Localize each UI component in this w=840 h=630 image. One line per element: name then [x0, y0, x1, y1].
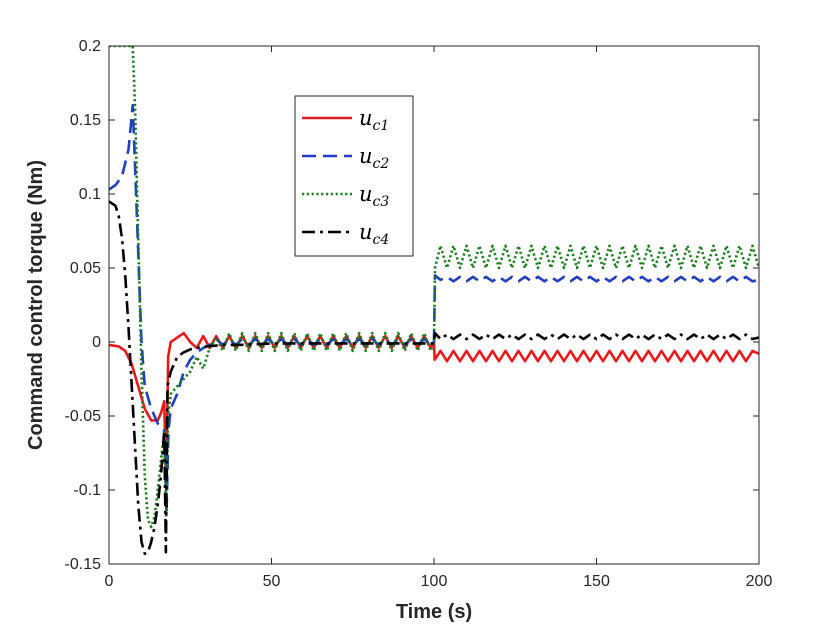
- y-axis: -0.15 -0.1 -0.05 0 0.05 0.1 0.15 0.2: [65, 38, 759, 573]
- series-layer: [109, 46, 759, 555]
- series-line-u-c4: [109, 200, 759, 555]
- y-tick-label: 0: [92, 334, 101, 351]
- x-tick-label: 200: [746, 573, 773, 590]
- y-tick-label: -0.05: [65, 408, 102, 425]
- y-axis-label: Command control torque (Nm): [25, 160, 47, 450]
- y-tick-label: -0.1: [73, 482, 101, 499]
- series-line-u-c2: [109, 103, 759, 514]
- x-axis: 0 50 100 150 200: [105, 46, 773, 590]
- y-tick-label: -0.15: [65, 556, 102, 573]
- y-tick-label: 0.05: [70, 260, 101, 277]
- x-axis-label: Time (s): [396, 601, 472, 623]
- x-tick-label: 100: [421, 573, 448, 590]
- y-tick-label: 0.2: [79, 38, 101, 55]
- y-tick-label: 0.15: [70, 112, 101, 129]
- x-tick-label: 50: [263, 573, 281, 590]
- y-tick-label: 0.1: [79, 186, 101, 203]
- legend-box: [294, 95, 414, 257]
- x-tick-label: 0: [105, 573, 114, 590]
- x-tick-label: 150: [583, 573, 610, 590]
